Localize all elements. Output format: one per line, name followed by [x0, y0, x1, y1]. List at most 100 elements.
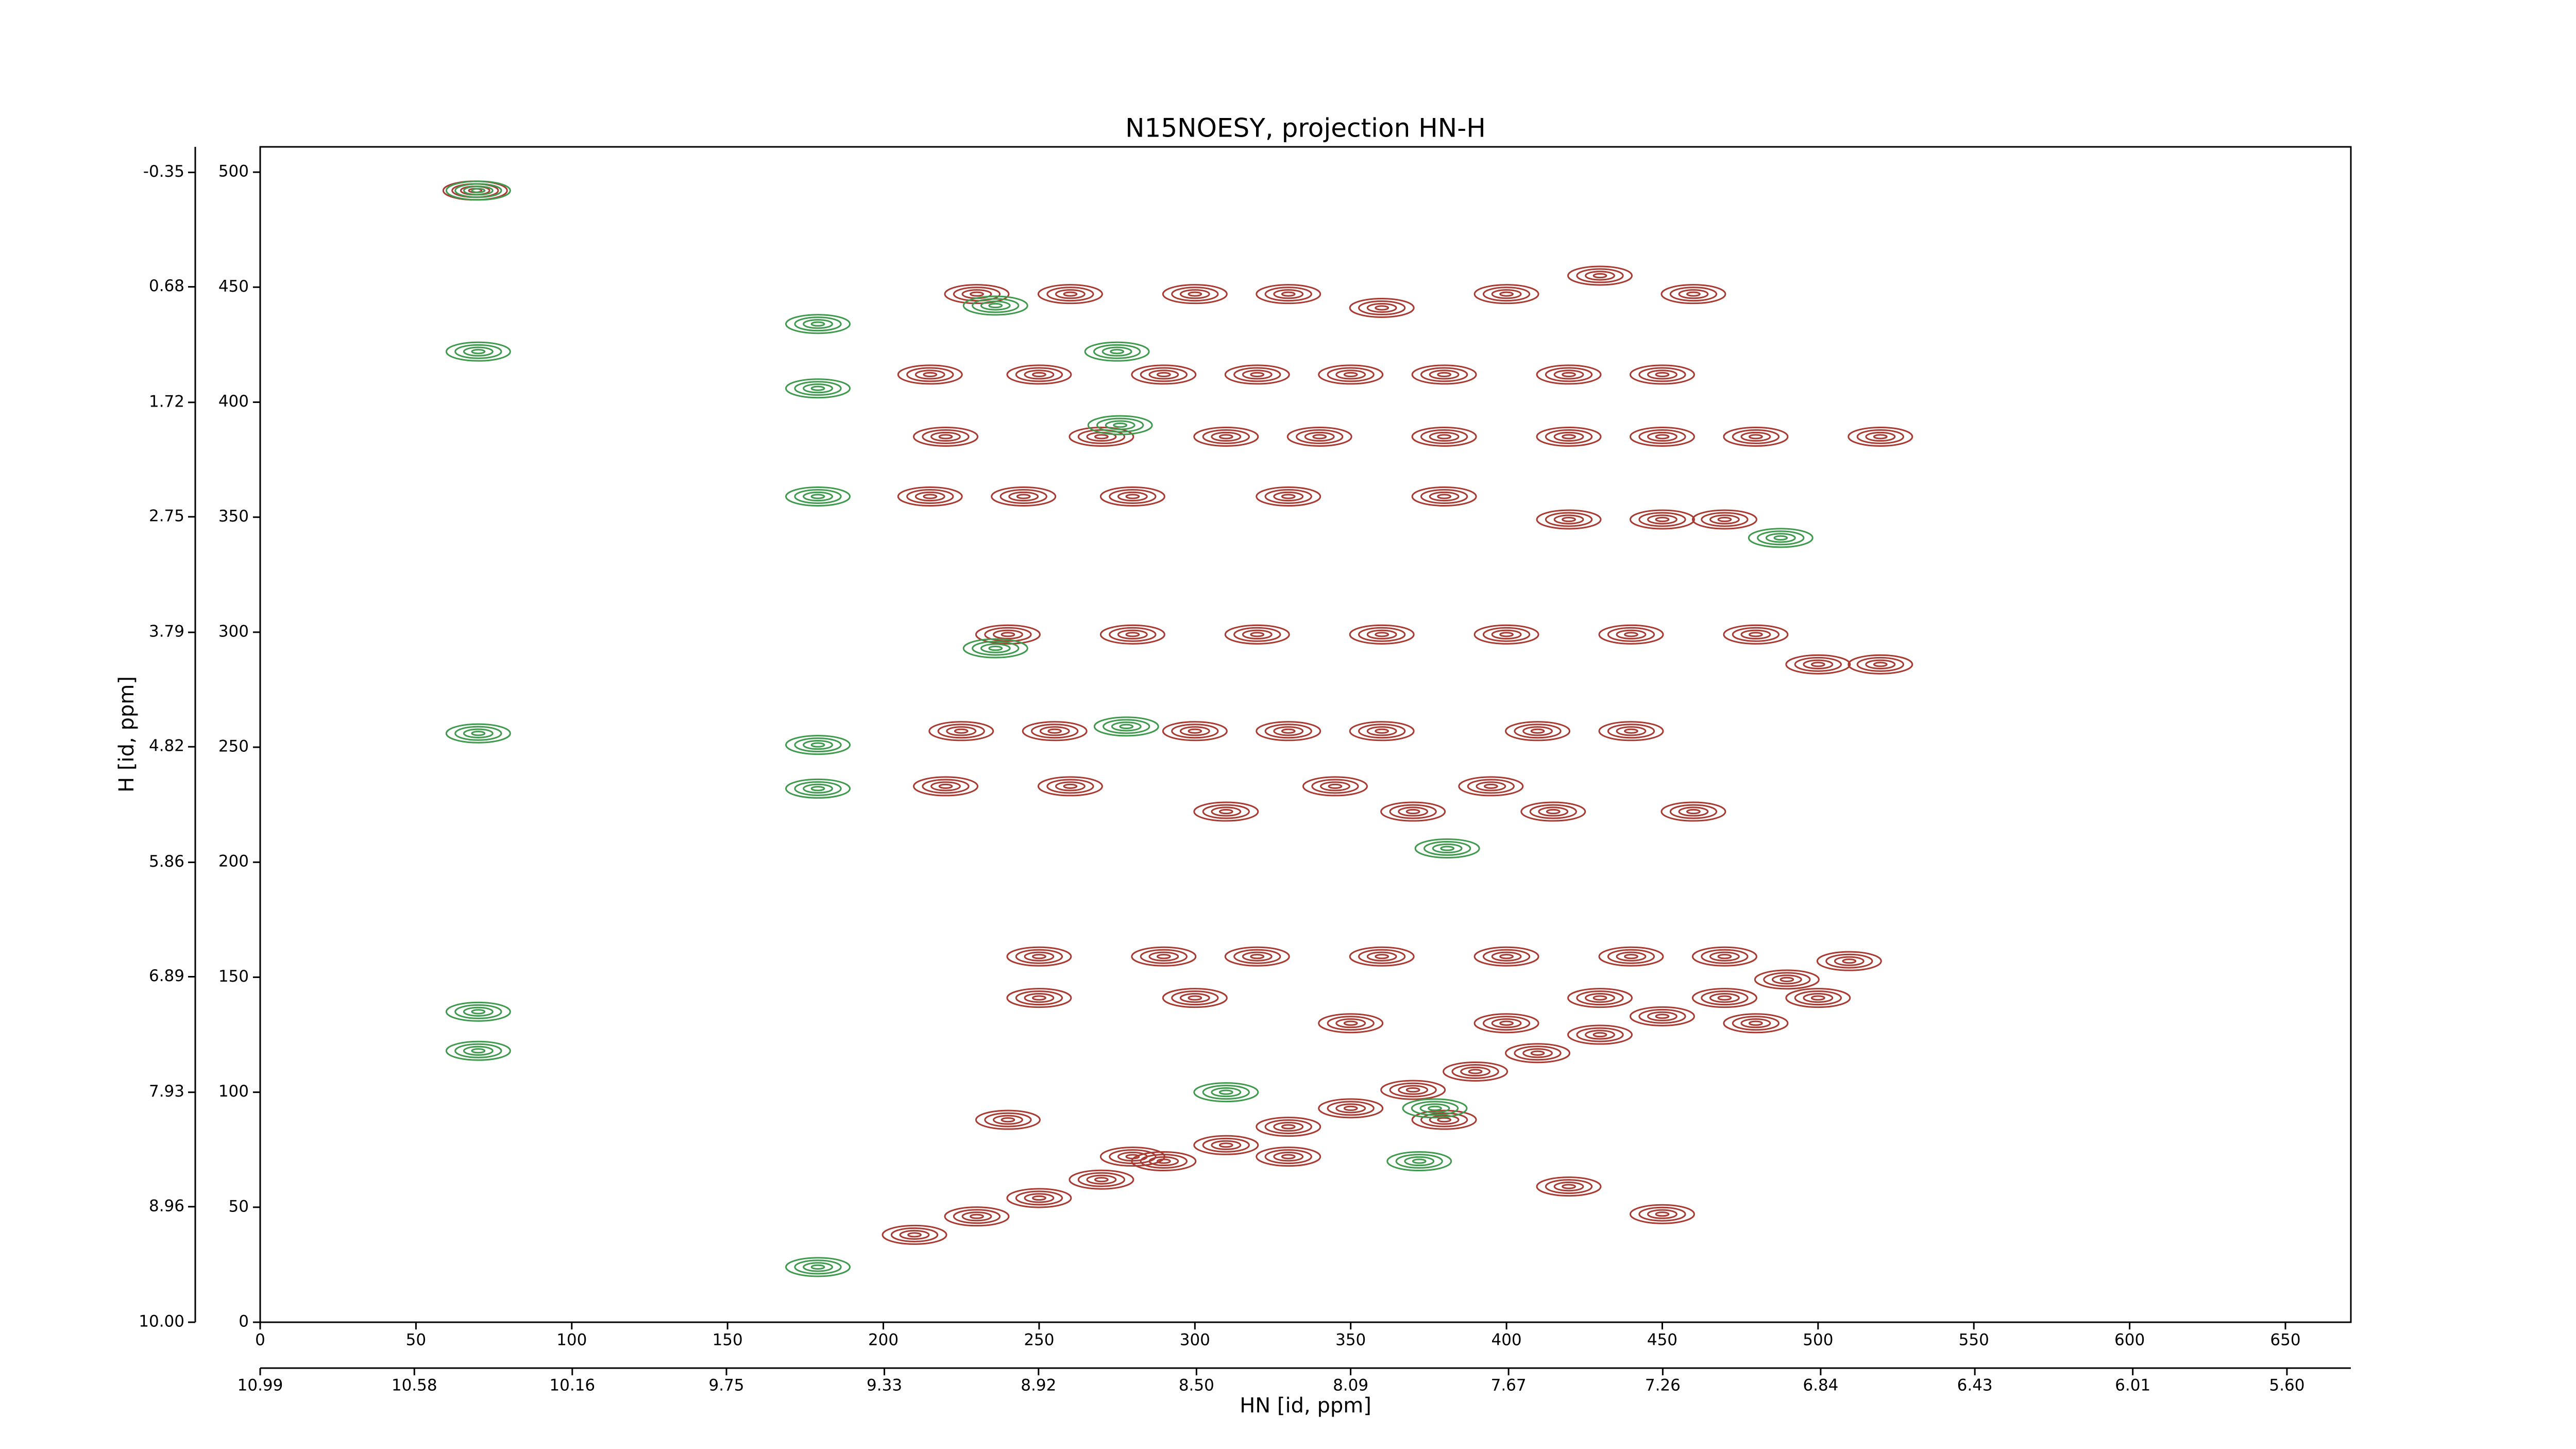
contour-ring — [1520, 801, 1586, 822]
contour-ring — [906, 489, 954, 504]
contour-ring — [1218, 434, 1233, 440]
contour-ring — [1055, 289, 1086, 299]
contour-ring — [1084, 341, 1150, 362]
contour-ring — [1171, 990, 1219, 1006]
x2-tick-label: 10.16 — [549, 1376, 595, 1395]
contour-ring — [785, 1257, 851, 1277]
contour-ring — [928, 721, 994, 742]
peak — [1848, 654, 1913, 675]
contour-ring — [1343, 372, 1358, 378]
contour-ring — [803, 383, 833, 394]
contour-ring — [988, 646, 1003, 651]
contour-ring — [1125, 632, 1140, 637]
x2-tick-label: 6.84 — [1803, 1376, 1838, 1395]
contour-ring — [1063, 291, 1078, 297]
contour-ring — [1529, 804, 1577, 819]
contour-ring — [1032, 1195, 1046, 1201]
contour-ring — [1482, 949, 1531, 964]
contour-ring — [1701, 990, 1749, 1006]
contour-ring — [1188, 728, 1202, 734]
contour-ring — [1105, 420, 1136, 430]
contour-ring — [972, 641, 1020, 656]
contour-ring — [1281, 728, 1296, 734]
contour-ring — [1473, 1013, 1539, 1034]
contour-ring — [1171, 287, 1219, 302]
peak — [1256, 1147, 1321, 1167]
peak — [1723, 624, 1789, 645]
peak — [962, 638, 1028, 659]
peak — [1536, 364, 1602, 385]
contour-ring — [1109, 489, 1157, 504]
contour-ring — [946, 726, 977, 736]
contour-ring — [1117, 629, 1148, 639]
contour-ring — [1437, 1117, 1452, 1123]
contour-ring — [1096, 417, 1144, 433]
contour-ring — [1202, 804, 1250, 819]
contour-ring — [794, 737, 842, 753]
x-tick-label: 400 — [1491, 1331, 1521, 1350]
peak — [785, 486, 851, 507]
x2-tick-label: 10.58 — [392, 1376, 437, 1395]
contour-ring — [445, 723, 511, 744]
peak — [1629, 364, 1695, 385]
peak — [1723, 426, 1789, 447]
contour-ring — [1499, 954, 1514, 959]
contour-ring — [1099, 624, 1165, 645]
contour-ring — [1598, 624, 1664, 645]
contour-ring — [975, 624, 1041, 645]
x-tick-label: 200 — [868, 1331, 899, 1350]
contour-ring — [1179, 726, 1210, 736]
contour-ring — [785, 735, 851, 755]
contour-ring — [1031, 723, 1079, 739]
y-tick-label: 350 — [218, 507, 249, 526]
peak — [1748, 528, 1814, 548]
contour-ring — [1638, 1008, 1686, 1024]
contour-ring — [1499, 632, 1514, 637]
peak — [1087, 415, 1153, 435]
contour-ring — [794, 381, 842, 396]
contour-ring — [1006, 1188, 1072, 1208]
contour-ring — [1398, 1085, 1429, 1095]
contour-ring — [1765, 533, 1796, 543]
contour-ring — [922, 429, 970, 444]
y-tick-label: 300 — [218, 622, 249, 641]
contour-ring — [445, 1040, 511, 1061]
contour-ring — [1193, 426, 1259, 447]
contour-ring — [1024, 369, 1055, 380]
contour-ring — [1063, 783, 1078, 789]
contour-ring — [1616, 951, 1647, 962]
contour-ring — [906, 367, 954, 382]
contour-ring — [810, 494, 825, 499]
contour-ring — [1437, 372, 1452, 378]
peak — [1536, 509, 1602, 530]
contour-ring — [1024, 1193, 1055, 1203]
contour-ring — [1389, 804, 1437, 819]
contour-ring — [1411, 486, 1477, 507]
contour-ring — [1211, 1087, 1242, 1098]
contour-ring — [1607, 723, 1655, 739]
contour-ring — [1119, 723, 1134, 729]
contour-ring — [912, 776, 978, 797]
contour-ring — [1655, 517, 1670, 523]
peak — [1286, 426, 1352, 447]
y-tick-label: 50 — [229, 1197, 249, 1216]
contour-ring — [471, 349, 486, 355]
contour-ring — [1732, 429, 1780, 444]
contour-ring — [1607, 627, 1655, 642]
contour-ring — [1109, 1149, 1157, 1165]
y2-tick-label: 10.00 — [139, 1312, 184, 1331]
contour-ring — [1592, 273, 1607, 279]
contour-ring — [445, 180, 511, 201]
x-tick-label: 100 — [556, 1331, 587, 1350]
contour-ring — [1233, 627, 1281, 642]
peak — [1660, 284, 1726, 305]
contour-ring — [1358, 723, 1406, 739]
contour-ring — [937, 723, 985, 739]
peak — [1162, 988, 1228, 1008]
contour-ring — [1437, 494, 1452, 499]
contour-ring — [1419, 1103, 1450, 1114]
contour-ring — [1304, 431, 1335, 442]
peak — [1567, 265, 1633, 286]
contour-ring — [1538, 806, 1569, 817]
contour-ring — [1022, 721, 1088, 742]
